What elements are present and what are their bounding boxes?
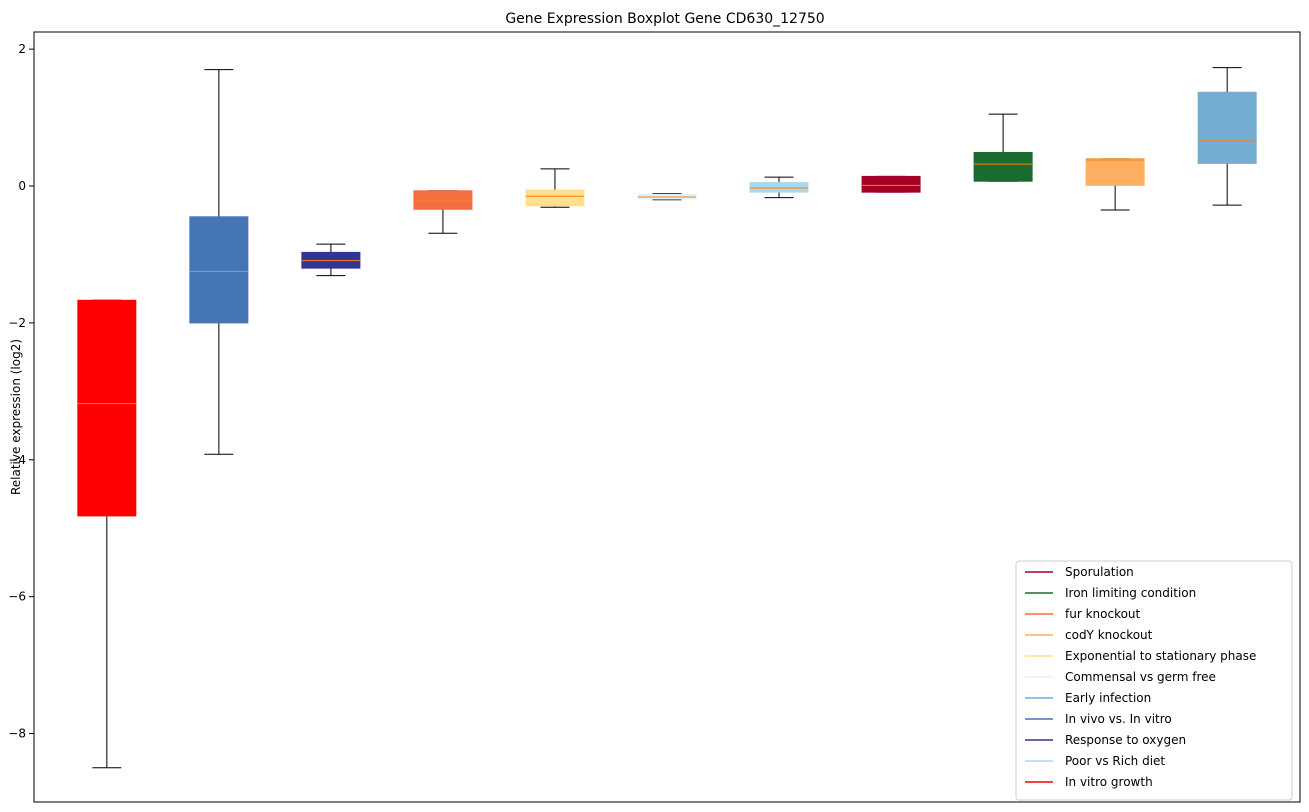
- legend-label: Iron limiting condition: [1065, 586, 1196, 600]
- box: [525, 189, 585, 207]
- legend-label: In vivo vs. In vitro: [1065, 712, 1172, 726]
- chart-title: Gene Expression Boxplot Gene CD630_12750: [505, 11, 824, 27]
- legend-label: Early infection: [1065, 691, 1151, 705]
- box-group: [749, 176, 809, 199]
- y-axis-label: Relative expression (log2): [9, 339, 23, 495]
- legend: Sporulation Iron limiting condition fur kn…: [1015, 560, 1293, 801]
- legend-label: codY knockout: [1065, 628, 1153, 642]
- y-tick-label: −8: [8, 727, 26, 741]
- box-group: [637, 193, 697, 201]
- box: [413, 190, 473, 210]
- box: [1197, 91, 1257, 164]
- y-tick-label: 2: [18, 42, 26, 56]
- box: [1085, 158, 1145, 186]
- y-axis-ticks: 2 0 −2 −4 −6 −8: [8, 42, 34, 741]
- box-group: [301, 243, 361, 277]
- box-group: [77, 299, 137, 769]
- plot-frame: [33, 31, 1301, 803]
- box: [861, 175, 921, 193]
- y-tick-label: −4: [8, 453, 26, 467]
- box-group: [525, 168, 585, 208]
- y-tick-label: −2: [8, 316, 26, 330]
- legend-label: fur knockout: [1065, 607, 1141, 621]
- y-tick-label: 0: [18, 179, 26, 193]
- box: [189, 216, 249, 324]
- box-group: [973, 113, 1033, 182]
- box-group: [189, 69, 249, 455]
- legend-label: Sporulation: [1065, 565, 1134, 579]
- box: [749, 182, 809, 193]
- legend-label: Commensal vs germ free: [1065, 670, 1216, 684]
- legend-frame: [1015, 560, 1293, 801]
- box: [973, 151, 1033, 182]
- box-group: [861, 175, 921, 193]
- box: [77, 299, 137, 517]
- legend-label: Response to oxygen: [1065, 733, 1186, 747]
- legend-label: Poor vs Rich diet: [1065, 754, 1165, 768]
- box-group: [413, 190, 473, 234]
- box-group: [1197, 67, 1257, 206]
- legend-label: Exponential to stationary phase: [1065, 649, 1256, 663]
- box-group: [1085, 158, 1145, 211]
- boxes: [77, 67, 1257, 769]
- legend-label: In vitro growth: [1065, 775, 1153, 789]
- y-tick-label: −6: [8, 590, 26, 604]
